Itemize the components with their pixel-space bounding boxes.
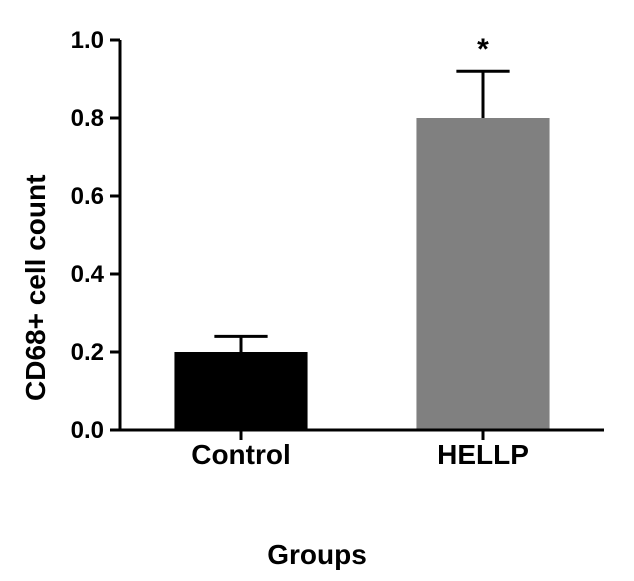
x-axis-label: Groups xyxy=(0,539,634,571)
y-tick-label: 0.0 xyxy=(71,417,104,444)
bar-control xyxy=(174,352,307,430)
y-axis-label: CD68+ cell count xyxy=(20,174,52,400)
y-tick-label: 0.4 xyxy=(71,261,105,288)
chart-container: CD68+ cell count Control HELLP * 0.0 0.2 0.4 0… xyxy=(0,0,634,581)
category-label: HELLP xyxy=(437,439,529,470)
y-tick-label: 0.6 xyxy=(71,183,104,210)
bar-chart: Control HELLP * 0.0 0.2 0.4 0.6 0.8 1.0 xyxy=(0,0,634,540)
y-tick-label: 0.8 xyxy=(71,105,104,132)
y-tick-label: 0.2 xyxy=(71,339,104,366)
y-tick-label: 1.0 xyxy=(71,27,104,54)
bar-hellp xyxy=(416,118,549,430)
category-label: Control xyxy=(191,439,291,470)
significance-marker: * xyxy=(477,33,489,66)
